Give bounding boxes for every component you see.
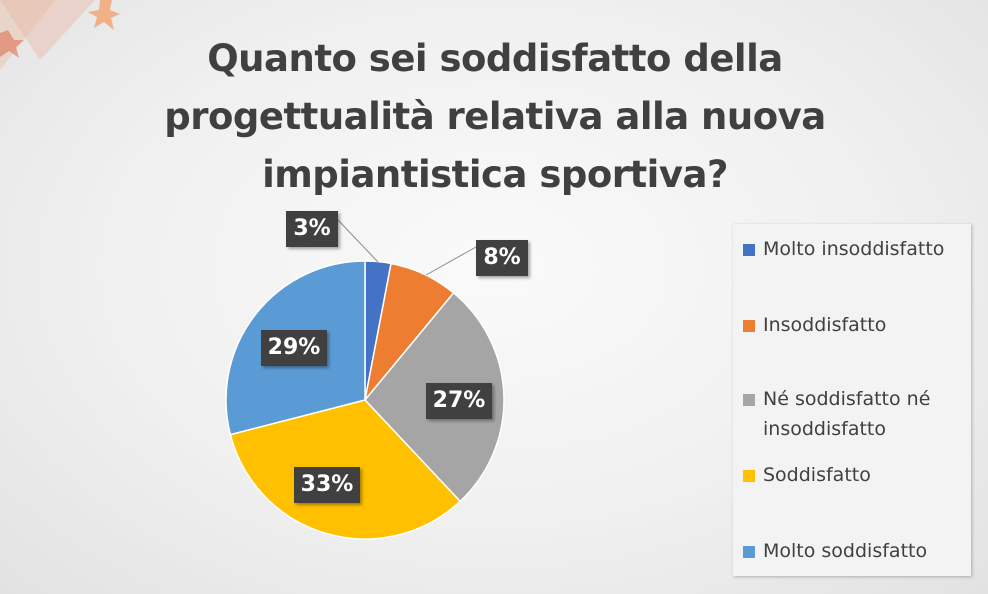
legend-label: Né soddisfatto né insoddisfatto [763, 388, 931, 440]
star-decoration-icon [0, 0, 120, 70]
data-label: 29% [261, 330, 327, 366]
legend-swatch [743, 244, 755, 256]
leader-line [337, 219, 379, 263]
legend-swatch [743, 394, 755, 406]
data-label: 27% [426, 383, 492, 419]
legend: Molto insoddisfatto Insoddisfatto Né sod… [733, 224, 971, 576]
legend-swatch [743, 470, 755, 482]
chart-title: Quanto sei soddisfatto della progettuali… [164, 37, 826, 196]
data-label: 3% [286, 211, 338, 247]
data-label: 8% [476, 240, 528, 276]
legend-label: Insoddisfatto [763, 314, 887, 336]
legend-swatch [743, 546, 755, 558]
data-label: 33% [294, 467, 360, 503]
legend-swatch [743, 320, 755, 332]
legend-label: Soddisfatto [763, 464, 871, 486]
leader-line [425, 246, 477, 276]
legend-label: Molto soddisfatto [763, 540, 928, 562]
legend-label: Molto insoddisfatto [763, 238, 945, 260]
